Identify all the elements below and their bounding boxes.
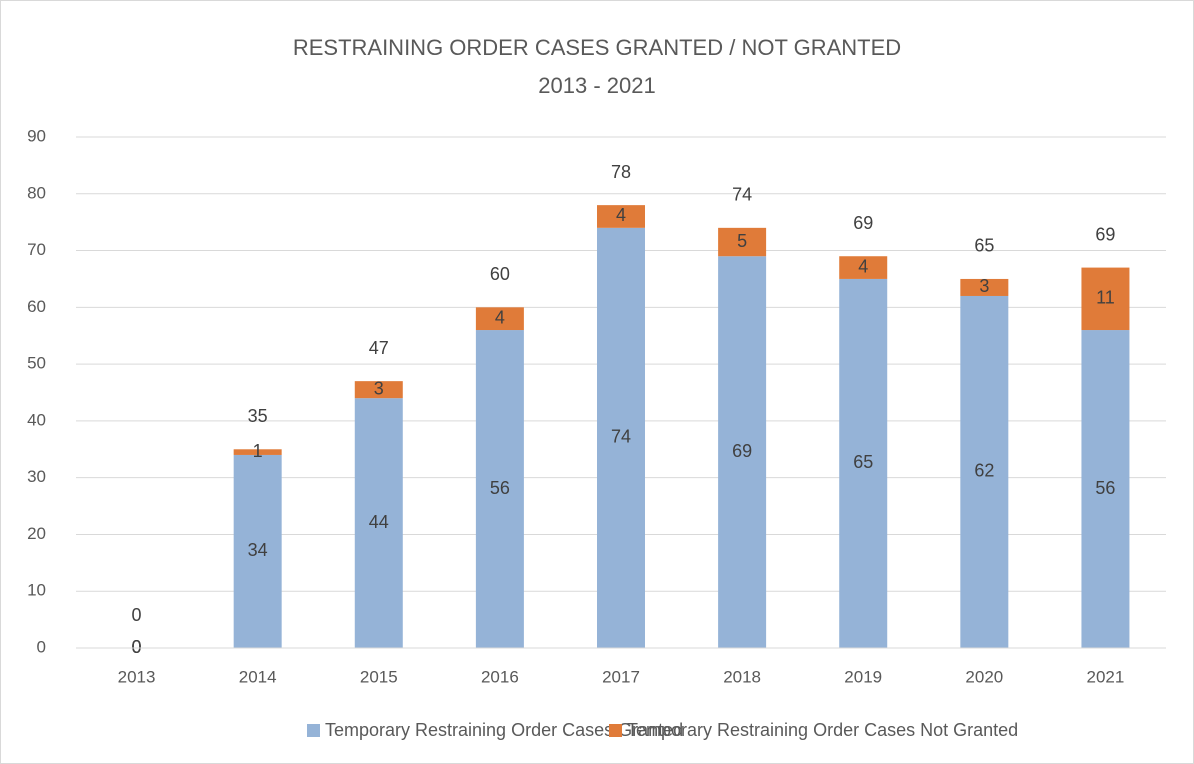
x-tick-label: 2014 (239, 667, 277, 686)
data-label: 56 (1095, 478, 1115, 498)
bar-segment (475, 330, 524, 648)
x-tick-label: 2019 (844, 667, 882, 686)
bar-segment (354, 398, 403, 648)
x-tick-label: 2020 (965, 667, 1003, 686)
bar-segment (597, 205, 645, 228)
legend-label: Temporary Restraining Order Cases Grante… (325, 720, 683, 740)
bar-segment (839, 278, 888, 648)
bar-segment (960, 278, 1009, 296)
total-label: 69 (853, 213, 873, 233)
total-label: 35 (248, 406, 268, 426)
chart-subtitle: 2013 - 2021 (538, 73, 655, 98)
total-label: 65 (974, 236, 994, 256)
y-tick-label: 10 (27, 581, 46, 600)
bar-segment (233, 449, 282, 455)
total-label: 78 (611, 162, 631, 182)
y-tick-label: 90 (27, 126, 46, 145)
y-tick-label: 70 (27, 240, 46, 259)
data-label: 4 (495, 307, 505, 327)
y-tick-label: 20 (27, 524, 46, 543)
y-tick-label: 30 (27, 467, 46, 486)
x-tick-label: 2016 (481, 667, 519, 686)
total-label: 47 (369, 338, 389, 358)
chart-title: RESTRAINING ORDER CASES GRANTED / NOT GR… (293, 35, 901, 60)
y-tick-label: 60 (27, 297, 46, 316)
bar-segment (354, 381, 403, 399)
bar-segment (233, 454, 282, 648)
y-tick-label: 40 (27, 410, 46, 429)
total-label: 60 (490, 264, 510, 284)
data-label: 74 (611, 427, 631, 447)
data-label: 11 (1096, 288, 1115, 308)
x-tick-label: 2017 (602, 667, 640, 686)
data-label: 69 (732, 441, 752, 461)
bar-segment (1081, 330, 1130, 648)
legend-label: Temporary Restraining Order Cases Not Gr… (627, 720, 1018, 740)
total-label: 74 (732, 185, 752, 205)
data-label: 3 (979, 276, 989, 296)
data-label: 5 (737, 231, 747, 251)
bar-segment (1081, 267, 1130, 331)
y-tick-label: 80 (27, 183, 46, 202)
y-tick-label: 0 (37, 637, 46, 656)
total-label: 69 (1095, 224, 1115, 244)
x-tick-label: 2015 (360, 667, 398, 686)
data-label: 56 (490, 478, 510, 498)
data-label: 3 (374, 378, 384, 398)
data-label: 0 (132, 637, 142, 657)
legend-swatch (609, 724, 622, 737)
bar-segment (718, 227, 767, 257)
bar-segment (718, 256, 767, 648)
x-tick-label: 2013 (118, 667, 156, 686)
data-label: 44 (369, 512, 389, 532)
data-label: 65 (853, 452, 873, 472)
x-tick-label: 2021 (1087, 667, 1125, 686)
legend-swatch (307, 724, 320, 737)
data-label: 4 (858, 256, 868, 276)
data-label: 1 (253, 441, 263, 461)
y-tick-label: 50 (27, 354, 46, 373)
bar-segment (597, 227, 645, 648)
total-label: 0 (132, 605, 142, 625)
data-label: 0 (132, 637, 142, 657)
data-label: 34 (248, 540, 268, 560)
bar-segment (839, 256, 888, 279)
data-label: 4 (616, 205, 626, 225)
bar-segment (960, 295, 1009, 648)
bar-segment (475, 307, 524, 331)
x-tick-label: 2018 (723, 667, 761, 686)
data-label: 62 (974, 461, 994, 481)
